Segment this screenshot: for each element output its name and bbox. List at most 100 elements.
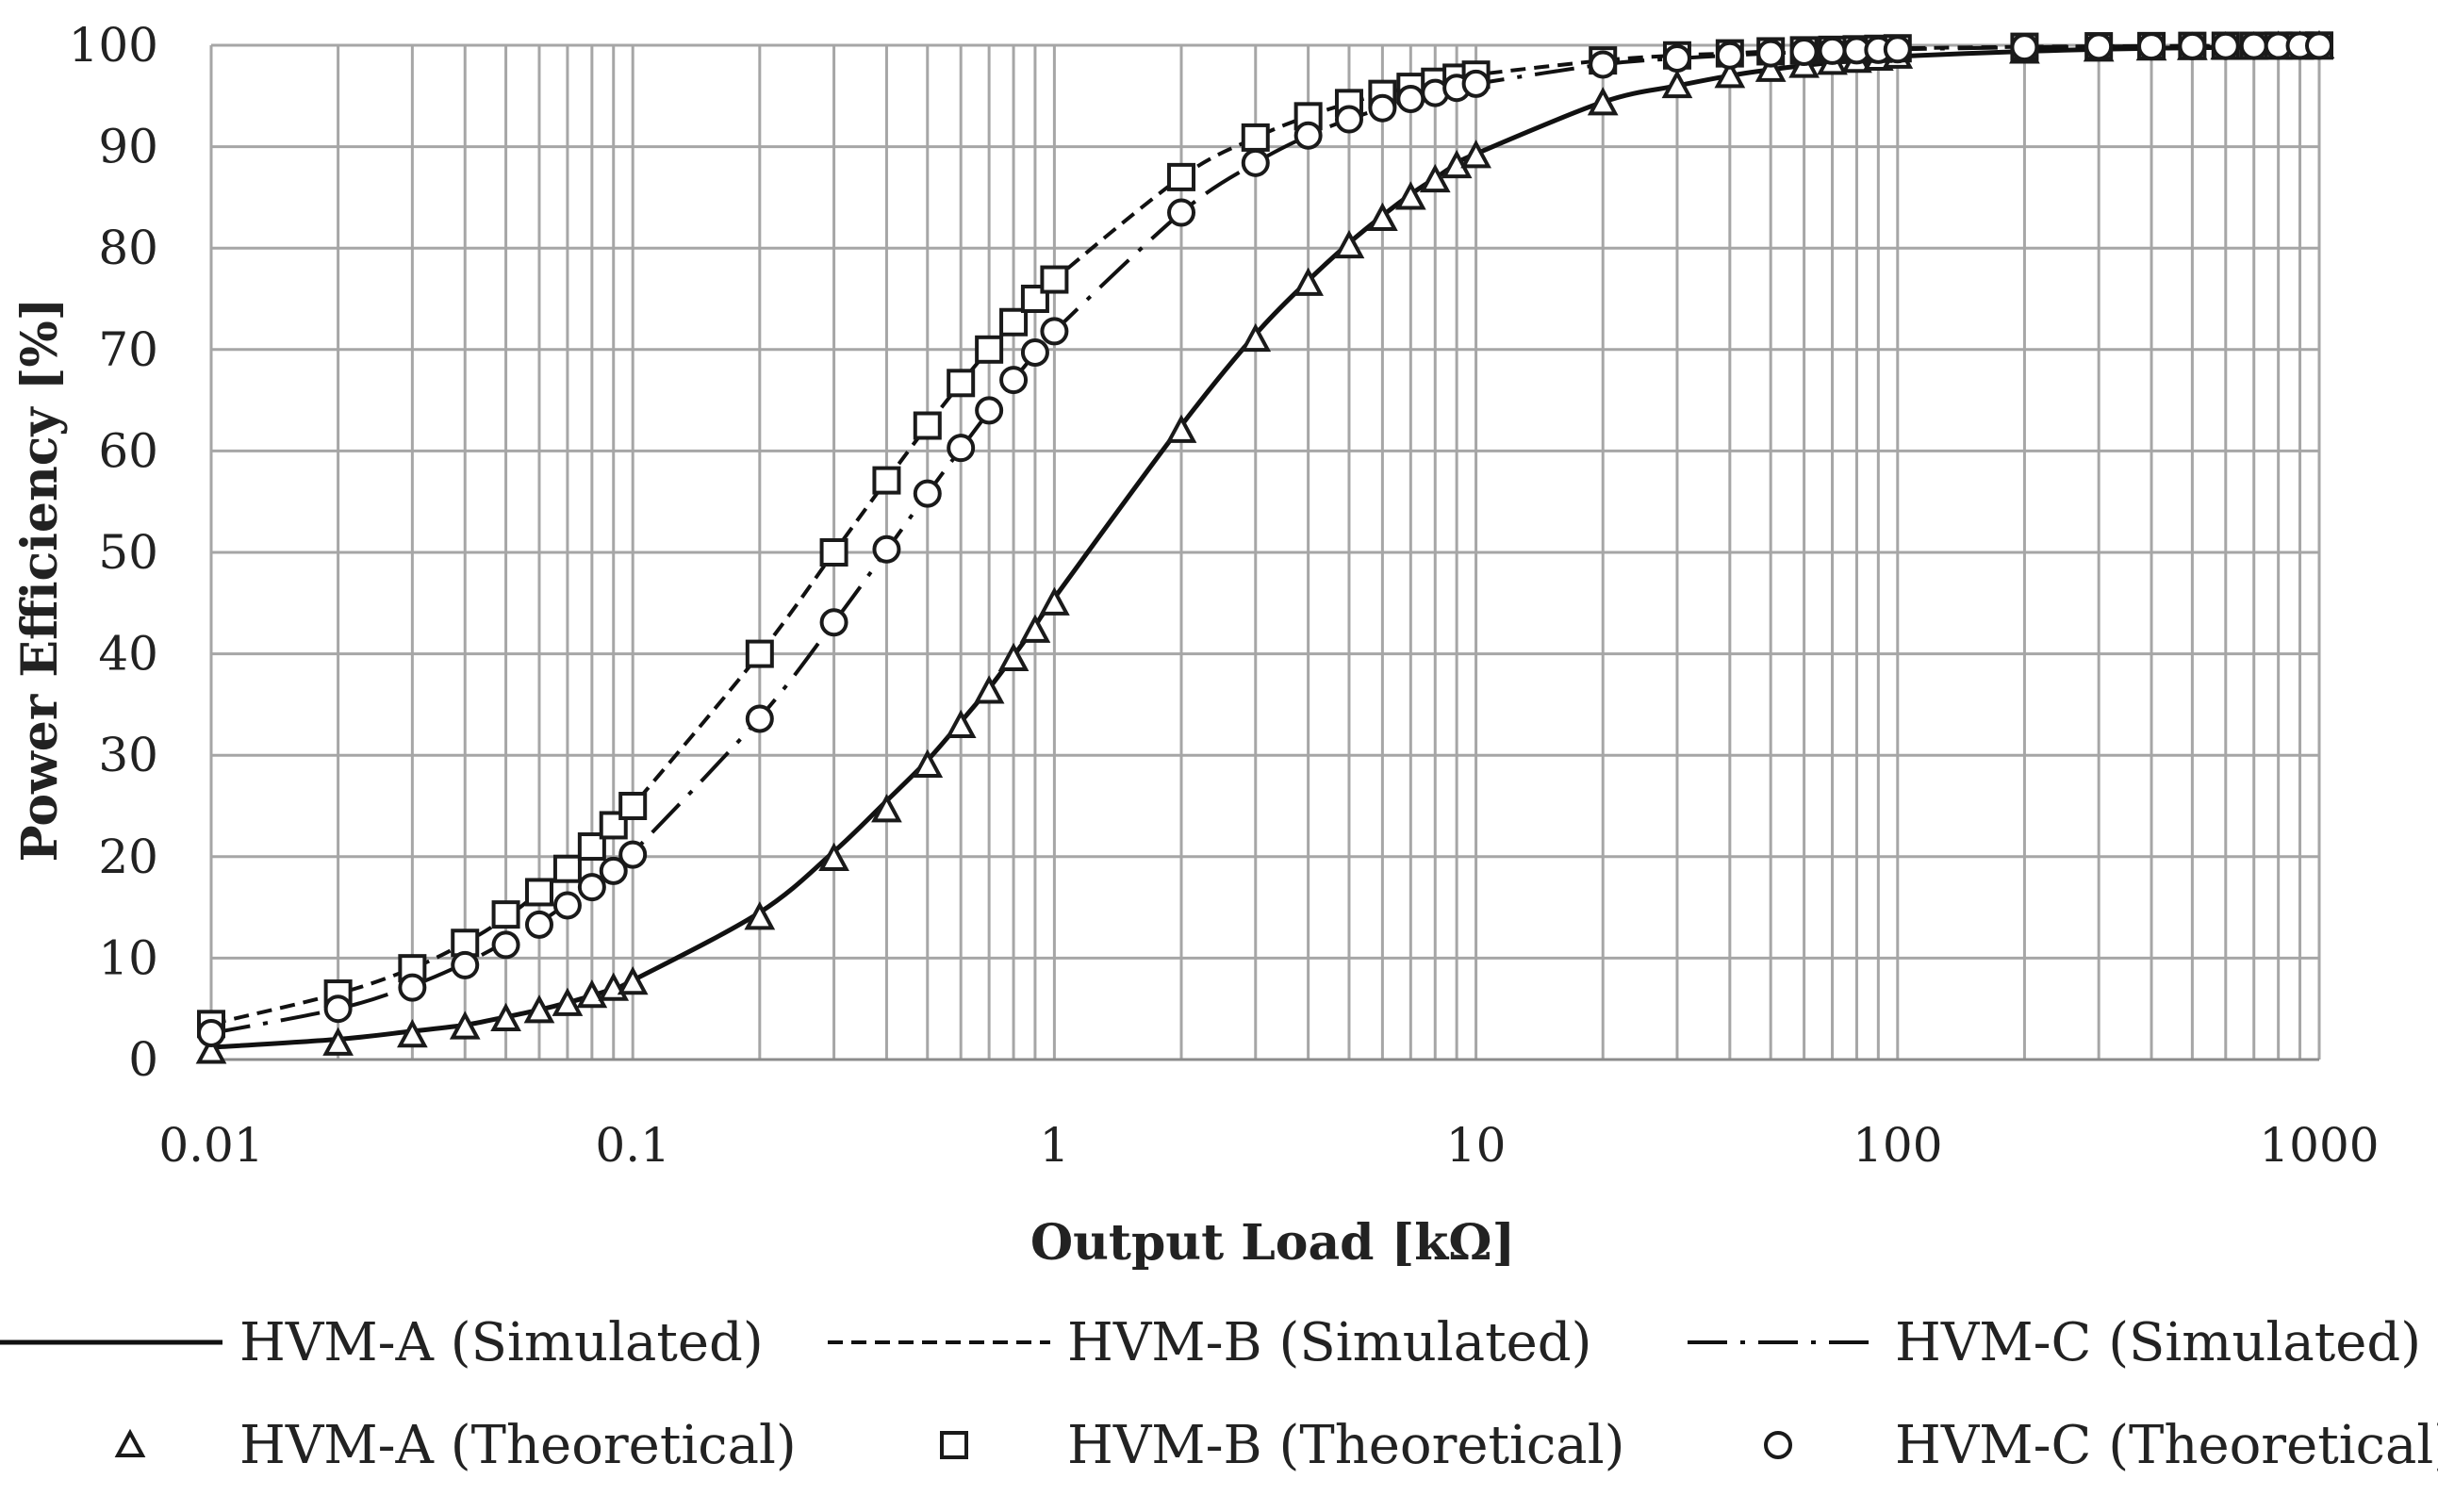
data-point-hvm-c-theoretical xyxy=(947,434,976,463)
legend-label-hvm-a-simulated: HVM-A (Simulated) xyxy=(239,1312,764,1373)
data-point-hvm-c-theoretical xyxy=(872,534,901,564)
data-point-hvm-b-theoretical xyxy=(819,538,848,567)
data-point-hvm-c-theoretical xyxy=(599,856,628,885)
data-point-hvm-c-theoretical xyxy=(1396,85,1425,114)
data-point-hvm-c-theoretical xyxy=(1241,148,1270,177)
data-point-hvm-a-theoretical xyxy=(1394,181,1426,210)
data-point-hvm-b-theoretical xyxy=(552,854,582,883)
series-markers xyxy=(195,29,2335,1064)
y-tick-label: 20 xyxy=(98,830,158,884)
data-point-hvm-c-theoretical xyxy=(2305,31,2333,60)
data-point-hvm-a-theoretical xyxy=(744,901,776,930)
data-point-hvm-a-theoretical xyxy=(617,966,649,995)
data-point-hvm-c-theoretical xyxy=(819,608,848,637)
data-point-hvm-c-theoretical xyxy=(2137,32,2166,61)
data-point-hvm-c-theoretical xyxy=(1818,36,1847,65)
x-tick-label: 100 xyxy=(1853,1118,1942,1173)
x-tick-label: 1 xyxy=(1039,1118,1069,1173)
data-point-hvm-c-theoretical xyxy=(577,873,606,902)
data-point-hvm-b-theoretical xyxy=(524,878,553,907)
data-point-hvm-b-theoretical xyxy=(491,900,520,929)
y-tick-label: 30 xyxy=(98,728,158,782)
x-tick-label: 0.1 xyxy=(595,1118,670,1173)
data-point-hvm-b-theoretical xyxy=(1241,123,1270,152)
grid xyxy=(209,43,2321,1061)
data-point-hvm-a-theoretical xyxy=(912,748,944,779)
data-point-hvm-c-theoretical xyxy=(1589,50,1618,79)
data-point-hvm-c-theoretical xyxy=(1461,69,1491,98)
y-tick-label: 10 xyxy=(98,930,158,985)
data-point-hvm-c-theoretical xyxy=(398,973,427,1002)
data-point-hvm-a-theoretical xyxy=(1419,163,1451,193)
legend-label-hvm-b-simulated: HVM-B (Simulated) xyxy=(1067,1312,1591,1373)
y-tick-label: 100 xyxy=(69,18,158,73)
data-point-hvm-c-theoretical xyxy=(2178,31,2207,60)
x-tick-label: 0.01 xyxy=(158,1118,263,1173)
data-point-hvm-a-theoretical xyxy=(1754,53,1787,82)
data-point-hvm-b-theoretical xyxy=(975,335,1004,364)
data-point-hvm-a-theoretical xyxy=(552,987,584,1016)
data-point-hvm-c-theoretical xyxy=(1883,35,1912,64)
data-point-hvm-c-theoretical xyxy=(975,396,1004,425)
data-point-hvm-a-theoretical xyxy=(1661,69,1693,99)
data-point-hvm-a-theoretical xyxy=(1240,322,1272,353)
data-point-hvm-c-theoretical xyxy=(1040,317,1069,346)
data-point-hvm-a-theoretical xyxy=(1333,229,1365,259)
data-point-hvm-a-theoretical xyxy=(1019,614,1051,643)
data-point-hvm-b-theoretical xyxy=(872,466,901,495)
data-point-hvm-c-theoretical xyxy=(1715,41,1744,70)
data-point-hvm-a-theoretical xyxy=(397,1018,428,1048)
y-axis-title: Power Efficiency [%] xyxy=(11,298,69,863)
y-axis-ticks: 0 10 20 30 40 50 60 70 80 90 100 xyxy=(69,18,158,1087)
legend-label-hvm-b-theoretical: HVM-B (Theoretical) xyxy=(1067,1415,1624,1476)
data-point-hvm-a-theoretical xyxy=(195,1035,227,1064)
data-point-hvm-a-theoretical xyxy=(490,1002,521,1032)
data-point-hvm-a-theoretical xyxy=(449,1011,481,1040)
data-point-hvm-c-theoretical xyxy=(1662,43,1691,73)
data-point-hvm-c-theoretical xyxy=(323,994,353,1024)
data-point-hvm-a-theoretical xyxy=(322,1027,354,1056)
data-point-hvm-c-theoretical xyxy=(1789,37,1819,66)
x-axis-title: Output Load [kΩ] xyxy=(1030,1214,1515,1272)
y-tick-label: 50 xyxy=(98,525,158,580)
data-point-hvm-c-theoretical xyxy=(1334,105,1363,134)
data-point-hvm-a-theoretical xyxy=(1367,202,1398,232)
data-point-hvm-a-theoretical xyxy=(871,794,902,823)
data-point-hvm-a-theoretical xyxy=(1460,140,1491,169)
x-tick-label: 10 xyxy=(1446,1118,1507,1173)
data-point-hvm-a-theoretical xyxy=(818,842,849,872)
data-point-hvm-c-theoretical xyxy=(197,1019,225,1048)
data-point-hvm-c-theoretical xyxy=(2010,33,2039,62)
data-point-hvm-c-theoretical xyxy=(2084,32,2114,61)
data-point-hvm-c-theoretical xyxy=(1020,338,1049,368)
data-point-hvm-a-theoretical xyxy=(1165,414,1197,443)
data-point-hvm-c-theoretical xyxy=(618,840,648,869)
data-point-hvm-a-theoretical xyxy=(1293,267,1324,296)
data-point-hvm-c-theoretical xyxy=(2211,31,2240,60)
data-point-hvm-c-theoretical xyxy=(745,704,774,733)
data-point-hvm-a-theoretical xyxy=(523,994,555,1024)
data-point-hvm-b-theoretical xyxy=(947,369,976,398)
y-tick-label: 80 xyxy=(98,221,158,275)
y-tick-label: 70 xyxy=(98,322,158,377)
legend: HVM-A (Simulated) HVM-B (Simulated) HVM-C … xyxy=(0,1312,2438,1476)
data-point-hvm-a-theoretical xyxy=(945,709,977,739)
legend-swatch-hvm-a-theoretical xyxy=(114,1428,146,1458)
series-line-hvm-b-simulated xyxy=(210,43,2320,1027)
legend-label-hvm-c-simulated: HVM-C (Simulated) xyxy=(1895,1312,2421,1373)
legend-swatch-hvm-c-theoretical xyxy=(1764,1431,1792,1459)
data-point-hvm-a-theoretical xyxy=(576,979,608,1009)
data-point-hvm-a-theoretical xyxy=(1587,87,1619,116)
data-point-hvm-c-theoretical xyxy=(451,950,480,979)
y-tick-label: 90 xyxy=(98,120,158,174)
data-point-hvm-b-theoretical xyxy=(745,639,774,668)
legend-label-hvm-a-theoretical: HVM-A (Theoretical) xyxy=(239,1415,797,1476)
data-point-hvm-c-theoretical xyxy=(1756,39,1786,68)
data-point-hvm-a-theoretical xyxy=(973,675,1005,704)
data-point-hvm-a-theoretical xyxy=(1039,586,1070,616)
data-point-hvm-c-theoretical xyxy=(1368,93,1397,123)
data-point-hvm-c-theoretical xyxy=(1293,121,1323,150)
data-point-hvm-b-theoretical xyxy=(618,792,648,820)
data-point-hvm-c-theoretical xyxy=(552,891,582,920)
